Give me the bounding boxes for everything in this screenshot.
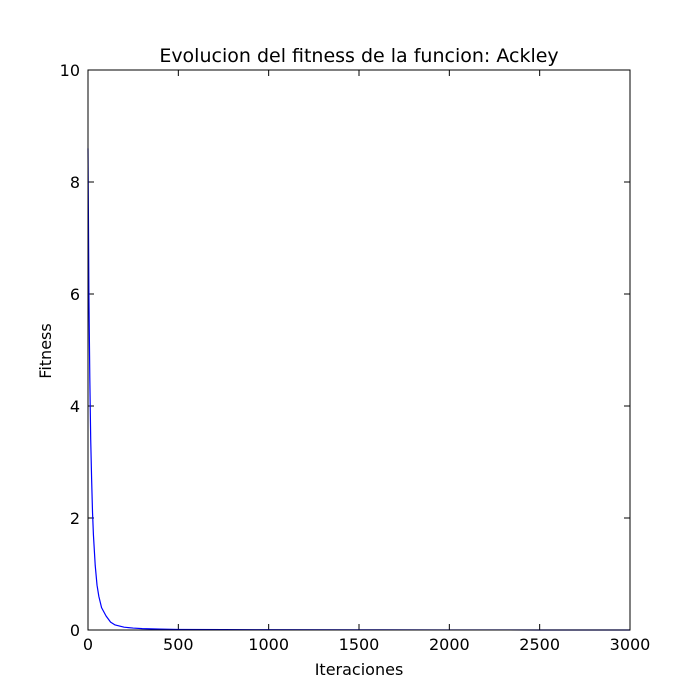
x-tick-label: 3000 [610, 635, 651, 654]
y-axis-label: Fitness [36, 323, 55, 378]
x-tick-label: 0 [83, 635, 93, 654]
ticks: 0 500 1000 1500 2000 2500 3000 0 2 4 6 8 10 [60, 61, 651, 654]
y-tick-label: 2 [70, 509, 80, 528]
x-tick-label: 2500 [519, 635, 560, 654]
y-tick-label: 6 [70, 285, 80, 304]
y-tick-label: 8 [70, 173, 80, 192]
x-tick-label: 1500 [339, 635, 380, 654]
chart-title: Evolucion del fitness de la funcion: Ack… [159, 45, 558, 67]
x-tick-label: 2000 [429, 635, 470, 654]
y-tick-label: 10 [60, 61, 80, 80]
y-tick-label: 4 [70, 397, 80, 416]
x-tick-label: 1000 [248, 635, 289, 654]
x-axis-label: Iteraciones [315, 660, 404, 679]
x-tick-label: 500 [163, 635, 194, 654]
plot-area [88, 70, 630, 630]
y-tick-label: 0 [70, 621, 80, 640]
axes-frame [87, 69, 631, 631]
